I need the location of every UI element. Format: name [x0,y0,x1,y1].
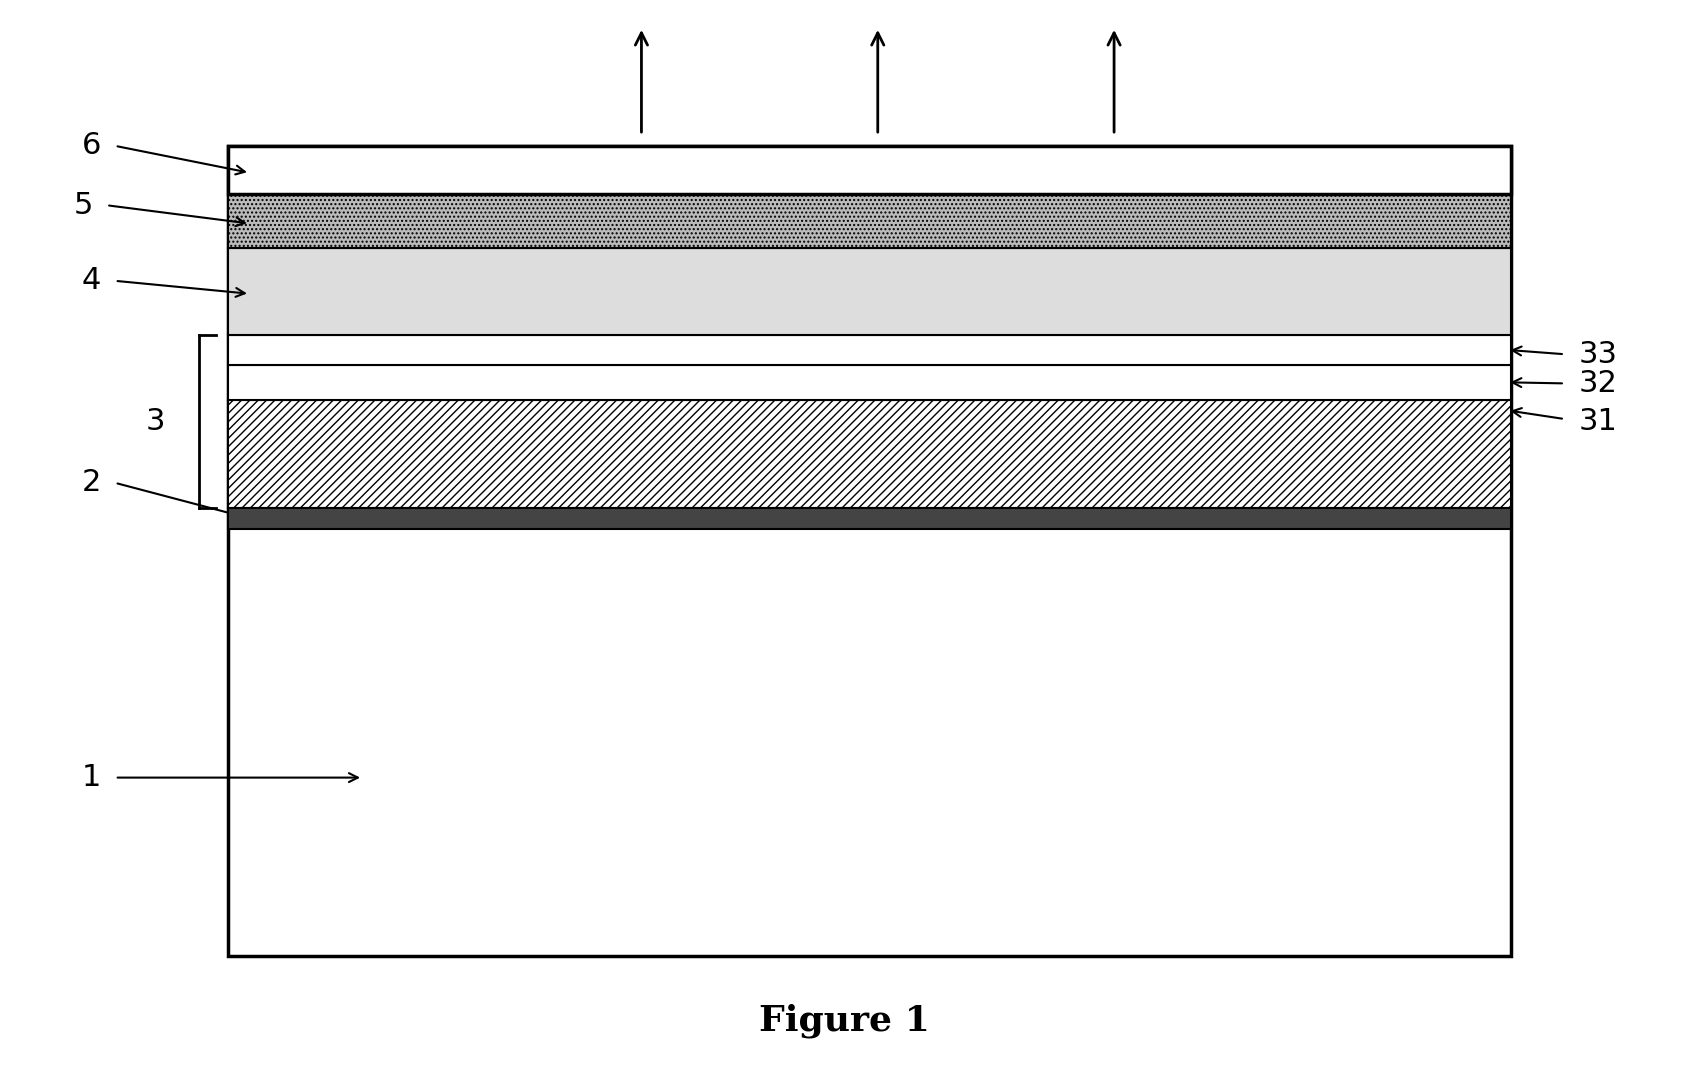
Bar [228,248,1511,335]
Bar [228,508,1511,529]
Bar [228,146,1511,194]
Text: 4: 4 [83,267,101,295]
Text: 2: 2 [83,469,101,497]
Text: 6: 6 [83,132,101,160]
Text: 32: 32 [1578,369,1617,397]
Bar [228,335,1511,365]
Text: 5: 5 [74,191,93,219]
Text: Figure 1: Figure 1 [758,1003,930,1038]
Bar [228,365,1511,400]
Text: 33: 33 [1578,340,1617,368]
Bar [228,146,1511,956]
Text: 3: 3 [145,407,165,435]
Bar [228,400,1511,508]
Bar [228,194,1511,248]
Text: 1: 1 [83,764,101,792]
Text: 31: 31 [1578,407,1617,435]
